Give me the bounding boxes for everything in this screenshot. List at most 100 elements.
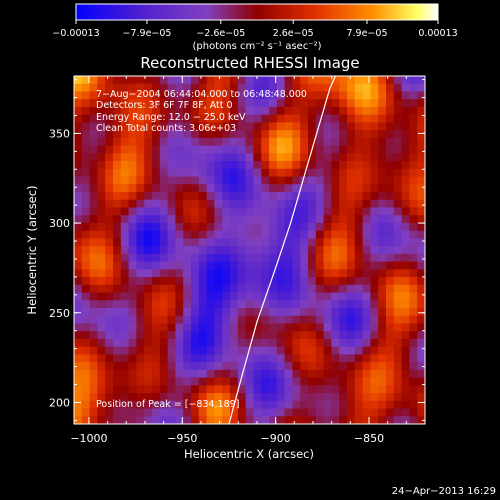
heatmap-cell [214, 76, 223, 85]
heatmap-cell [152, 168, 161, 178]
heatmap-cell [152, 137, 161, 147]
heatmap-cell [214, 323, 223, 332]
heatmap-cell [300, 153, 309, 162]
heatmap-cell [362, 354, 371, 363]
heatmap-cell [167, 91, 176, 100]
heatmap-cell [113, 416, 122, 424]
heatmap-cell [237, 122, 247, 131]
heatmap-cell [128, 230, 137, 239]
heatmap-cell [370, 215, 379, 224]
heatmap-cell [97, 408, 106, 417]
heatmap-cell [276, 369, 286, 379]
heatmap-cell [370, 253, 379, 263]
heatmap-cell [167, 184, 176, 193]
heatmap-cell [120, 300, 130, 309]
heatmap-cell [401, 176, 410, 185]
heatmap-cell [315, 145, 325, 154]
heatmap-cell [315, 269, 325, 278]
heatmap-cell [393, 83, 403, 93]
heatmap-cell [144, 323, 153, 332]
heatmap-cell [97, 362, 106, 371]
heatmap-cell [128, 323, 137, 332]
heatmap-cell [339, 393, 348, 402]
heatmap-cell [237, 377, 247, 386]
heatmap-cell [292, 292, 301, 301]
heatmap-cell [292, 91, 301, 100]
heatmap-cell [308, 246, 317, 255]
heatmap-cell [347, 346, 356, 355]
heatmap-cell [378, 354, 387, 363]
heatmap-cell [386, 137, 395, 147]
heatmap-cell [105, 323, 114, 332]
heatmap-cell [105, 354, 114, 363]
heatmap-cell [105, 393, 114, 402]
heatmap-cell [409, 161, 418, 170]
heatmap-cell [323, 400, 332, 410]
heatmap-cell [97, 207, 106, 216]
heatmap-cell [401, 323, 410, 332]
heatmap-cell [152, 230, 161, 239]
heatmap-cell [136, 184, 145, 193]
heatmap-cell [183, 338, 192, 348]
heatmap-cell [409, 292, 418, 301]
heatmap-cell [409, 315, 418, 325]
heatmap-cell [120, 176, 130, 185]
heatmap-cell [175, 261, 184, 270]
heatmap-cell [97, 416, 106, 424]
heatmap-cell [152, 207, 161, 216]
heatmap-cell [323, 323, 332, 332]
heatmap-cell [152, 300, 161, 309]
heatmap-cell [237, 300, 247, 309]
heatmap-cell [300, 192, 309, 201]
heatmap-cell [191, 122, 200, 131]
heatmap-cell [74, 207, 83, 216]
heatmap-cell [175, 207, 184, 216]
heatmap-cell [300, 168, 309, 178]
heatmap-cell [198, 261, 208, 270]
heatmap-cell [331, 222, 340, 232]
heatmap-cell [74, 277, 83, 286]
heatmap-cell [339, 416, 348, 424]
heatmap-cell [214, 215, 223, 224]
heatmap-cell [331, 137, 340, 147]
heatmap-cell [315, 76, 325, 85]
heatmap-cell [230, 222, 239, 232]
heatmap-cell [370, 261, 379, 270]
heatmap-cell [339, 199, 348, 209]
heatmap-cell [191, 137, 200, 147]
heatmap-cell [113, 400, 122, 410]
heatmap-cell [144, 315, 153, 325]
heatmap-cell [183, 184, 192, 193]
heatmap-cell [409, 393, 418, 402]
heatmap-cell [292, 331, 301, 340]
heatmap-cell [300, 184, 309, 193]
heatmap-cell [378, 99, 387, 108]
heatmap-cell [175, 338, 184, 348]
heatmap-cell [393, 176, 403, 185]
heatmap-cell [136, 230, 145, 239]
heatmap-cell [401, 292, 410, 301]
heatmap-cell [237, 338, 247, 348]
heatmap-cell [89, 145, 98, 154]
heatmap-cell [269, 308, 278, 317]
heatmap-cell [89, 114, 98, 123]
heatmap-cell [253, 153, 262, 162]
heatmap-cell [136, 385, 145, 394]
heatmap-cell [323, 284, 332, 294]
heatmap-cell [401, 215, 410, 224]
heatmap-cell [362, 277, 371, 286]
heatmap-cell [128, 114, 137, 123]
heatmap-cell [191, 277, 200, 286]
heatmap-cell [284, 331, 293, 340]
heatmap-cell [113, 308, 122, 317]
heatmap-cell [214, 269, 223, 278]
heatmap-cell [81, 153, 91, 162]
heatmap-cell [74, 137, 83, 147]
heatmap-cell [113, 153, 122, 162]
heatmap-cell [339, 246, 348, 255]
heatmap-cell [315, 230, 325, 239]
heatmap-cell [370, 161, 379, 170]
heatmap-cell [339, 269, 348, 278]
heatmap-cell [347, 323, 356, 332]
heatmap-cell [183, 269, 192, 278]
